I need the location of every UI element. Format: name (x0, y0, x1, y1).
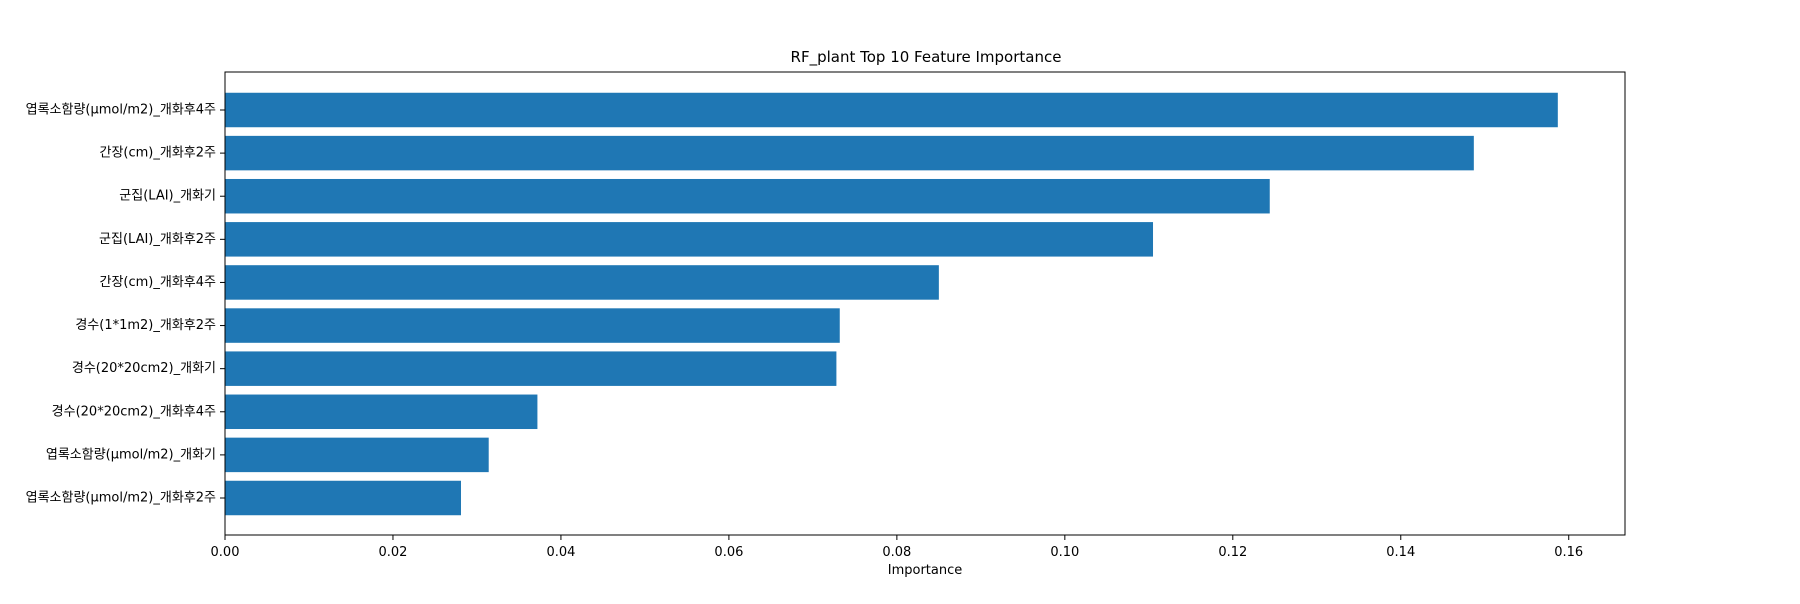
bar-8 (225, 394, 538, 430)
x-tick-label-2: 0.04 (546, 545, 575, 560)
y-axis: 엽록소함량(μmol/m2)_개화후4주간장(cm)_개화후2주군집(LAI)_… (26, 103, 225, 506)
x-tick-label-5: 0.10 (1050, 545, 1079, 560)
bar-4 (225, 222, 1154, 257)
x-tick-label-0: 0.00 (211, 545, 240, 560)
y-tick-label-9: 엽록소함량(μmol/m2)_개화기 (46, 447, 216, 462)
bar-9 (225, 437, 489, 473)
y-tick-label-1: 엽록소함량(μmol/m2)_개화후4주 (26, 103, 216, 118)
x-axis: 0.00 0.02 0.04 0.06 0.08 0.10 0.12 0.14 0.16 (211, 535, 1583, 560)
y-tick-label-8: 경수(20*20cm2)_개화후4주 (52, 404, 216, 419)
y-tick-label-7: 경수(20*20cm2)_개화기 (72, 361, 216, 376)
y-tick-label-6: 경수(1*1m2)_개화후2주 (75, 318, 216, 333)
bar-2 (225, 135, 1474, 171)
x-tick-label-3: 0.06 (714, 545, 743, 560)
bar-6 (225, 308, 840, 343)
x-tick-label-1: 0.02 (378, 545, 407, 560)
y-tick-label-4: 군집(LAI)_개화후2주 (99, 232, 216, 247)
y-tick-label-3: 군집(LAI)_개화기 (119, 189, 216, 204)
x-tick-label-8: 0.16 (1554, 545, 1583, 560)
y-tick-label-2: 간장(cm)_개화후2주 (100, 146, 217, 161)
x-axis-label: Importance (888, 563, 963, 578)
y-tick-label-5: 간장(cm)_개화후4주 (100, 275, 217, 290)
x-tick-label-4: 0.08 (882, 545, 911, 560)
bar-3 (225, 178, 1270, 214)
x-tick-label-6: 0.12 (1218, 545, 1247, 560)
bar-10 (225, 480, 461, 516)
bar-5 (225, 265, 939, 300)
x-tick-label-7: 0.14 (1386, 545, 1415, 560)
y-tick-label-10: 엽록소함량(μmol/m2)_개화후2주 (26, 491, 216, 506)
bar-7 (225, 351, 837, 386)
bar-1 (225, 92, 1558, 128)
plot-frame (224, 71, 1626, 536)
bars-group (225, 92, 1558, 516)
chart-title: RF_plant Top 10 Feature Importance (791, 48, 1062, 67)
